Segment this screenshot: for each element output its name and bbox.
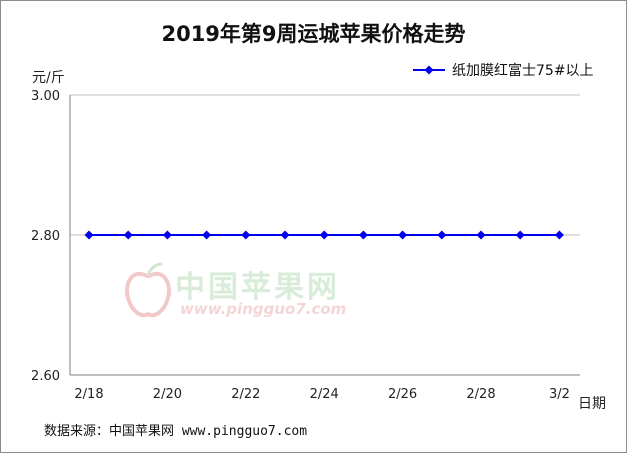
data-point (515, 230, 525, 240)
data-point (437, 230, 447, 240)
data-point (84, 230, 94, 240)
data-point (319, 230, 329, 240)
y-tick-label: 3.00 (31, 89, 60, 104)
x-axis-title: 日期 (578, 396, 606, 412)
watermark-url: www.pingguo7.com (180, 300, 347, 318)
y-axis-title: 元/斤 (32, 70, 65, 86)
legend-marker (424, 65, 434, 75)
legend-label: 纸加膜红富士75#以上 (452, 62, 594, 79)
y-tick-label: 2.60 (31, 369, 60, 384)
watermark-brand: 中国苹果网 (175, 270, 340, 305)
data-point (202, 230, 212, 240)
data-point (398, 230, 408, 240)
data-point (554, 230, 564, 240)
watermark-apple-logo (125, 262, 171, 318)
data-point (280, 230, 290, 240)
data-point (123, 230, 133, 240)
x-tick-label: 2/18 (74, 387, 103, 402)
x-tick-label: 2/22 (231, 387, 260, 402)
data-point (162, 230, 172, 240)
x-tick-label: 2/28 (466, 387, 495, 402)
data-point (476, 230, 486, 240)
y-tick-label: 2.80 (31, 229, 60, 244)
x-tick-label: 3/2 (549, 387, 570, 402)
source-footer: 数据来源：中国苹果网 www.pingguo7.com (44, 424, 308, 439)
x-tick-label: 2/24 (310, 387, 339, 402)
chart-title: 2019年第9周运城苹果价格走势 (161, 22, 466, 46)
data-point (241, 230, 251, 240)
x-tick-label: 2/26 (388, 387, 417, 402)
data-point (358, 230, 368, 240)
x-tick-label: 2/20 (153, 387, 182, 402)
